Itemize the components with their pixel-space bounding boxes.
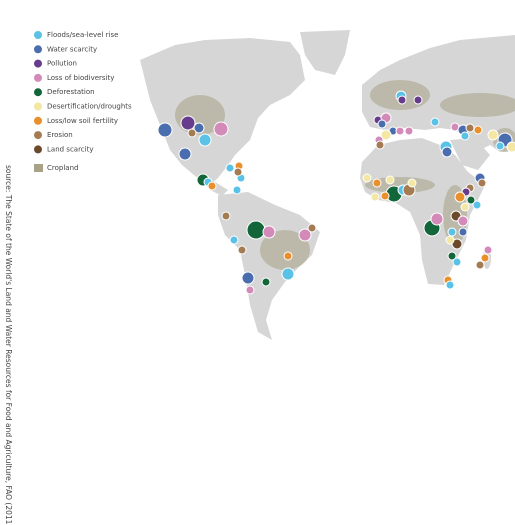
legend-swatch bbox=[34, 88, 42, 97]
marker bbox=[460, 202, 470, 212]
marker bbox=[506, 141, 515, 153]
marker bbox=[380, 129, 392, 141]
legend-swatch bbox=[34, 116, 42, 125]
marker bbox=[233, 167, 243, 177]
marker bbox=[477, 178, 487, 188]
legend-label: Deforestation bbox=[47, 88, 95, 96]
marker bbox=[395, 126, 405, 136]
marker bbox=[246, 220, 266, 240]
marker bbox=[473, 125, 483, 135]
marker bbox=[452, 257, 462, 267]
marker bbox=[262, 225, 276, 239]
marker bbox=[232, 185, 242, 195]
legend-label: Desertification/droughts bbox=[47, 103, 132, 111]
legend-swatch bbox=[34, 145, 42, 154]
marker bbox=[245, 285, 255, 295]
legend-label: Land scarcity bbox=[47, 145, 93, 153]
marker bbox=[445, 280, 455, 290]
legend-swatch bbox=[34, 31, 42, 39]
marker bbox=[430, 212, 444, 226]
marker bbox=[178, 147, 192, 161]
marker bbox=[237, 245, 247, 255]
marker bbox=[193, 122, 205, 134]
legend-swatch bbox=[34, 131, 42, 140]
marker bbox=[370, 192, 380, 202]
marker bbox=[261, 277, 271, 287]
eurasia bbox=[362, 35, 515, 152]
marker bbox=[457, 215, 469, 227]
marker bbox=[283, 251, 293, 261]
legend-label: Loss of biodiversity bbox=[47, 74, 114, 82]
marker bbox=[229, 235, 239, 245]
marker bbox=[465, 123, 475, 133]
marker bbox=[407, 178, 417, 188]
continents bbox=[140, 30, 515, 340]
marker bbox=[466, 195, 476, 205]
south-america bbox=[218, 192, 320, 340]
greenland bbox=[300, 30, 350, 75]
marker bbox=[362, 173, 372, 183]
legend-label: Pollution bbox=[47, 60, 77, 68]
marker bbox=[281, 267, 295, 281]
marker bbox=[495, 141, 505, 151]
marker bbox=[487, 129, 499, 141]
legend-label: Cropland bbox=[47, 164, 78, 172]
marker bbox=[375, 140, 385, 150]
marker bbox=[213, 121, 229, 137]
marker bbox=[225, 163, 235, 173]
cropland-area bbox=[365, 177, 435, 193]
marker bbox=[480, 253, 490, 263]
marker bbox=[180, 115, 196, 131]
legend-label: Floods/sea-level rise bbox=[47, 31, 118, 39]
marker bbox=[385, 175, 395, 185]
legend-swatch bbox=[34, 164, 43, 172]
cropland-area bbox=[260, 230, 310, 270]
marker bbox=[472, 200, 482, 210]
marker bbox=[445, 235, 455, 245]
marker bbox=[441, 146, 453, 158]
source: source: The State of the World's Land an… bbox=[4, 165, 13, 525]
marker bbox=[397, 95, 407, 105]
marker bbox=[404, 126, 414, 136]
marker bbox=[475, 260, 485, 270]
marker bbox=[430, 117, 440, 127]
marker bbox=[187, 128, 197, 138]
legend-swatch bbox=[34, 102, 42, 111]
marker bbox=[221, 211, 231, 221]
arabia bbox=[450, 138, 490, 170]
marker bbox=[307, 223, 317, 233]
marker bbox=[447, 251, 457, 261]
legend-swatch bbox=[34, 59, 42, 68]
marker bbox=[483, 245, 493, 255]
legend-label: Loss/low soil fertility bbox=[47, 117, 118, 125]
marker bbox=[380, 191, 390, 201]
markers bbox=[157, 90, 515, 295]
marker bbox=[454, 191, 466, 203]
marker bbox=[447, 227, 457, 237]
legend: Floods/sea-level rise Water scarcity Pollu… bbox=[34, 31, 132, 172]
legend-swatch bbox=[34, 73, 42, 82]
marker bbox=[298, 228, 312, 242]
marker bbox=[198, 133, 212, 147]
legend-label: Erosion bbox=[47, 131, 73, 139]
marker bbox=[458, 227, 468, 237]
legend-swatch bbox=[34, 45, 42, 54]
marker bbox=[372, 178, 382, 188]
marker bbox=[413, 95, 423, 105]
marker bbox=[157, 122, 173, 138]
cropland-area bbox=[440, 93, 515, 117]
marker bbox=[460, 131, 470, 141]
marker bbox=[207, 181, 217, 191]
marker bbox=[241, 271, 255, 285]
legend-label: Water scarcity bbox=[47, 45, 97, 53]
marker bbox=[377, 119, 387, 129]
